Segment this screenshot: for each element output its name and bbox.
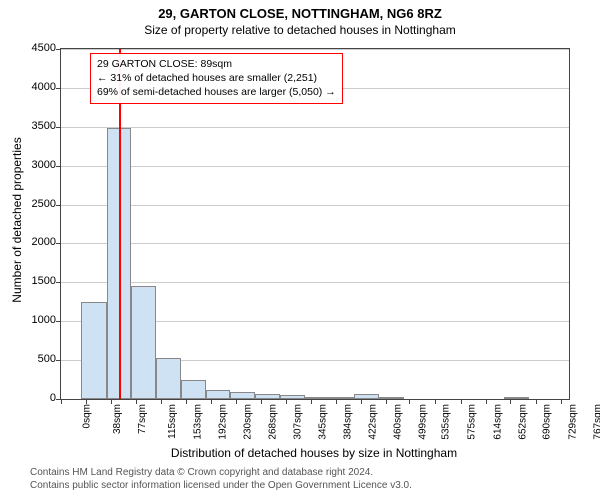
xtick-label: 614sqm: [492, 404, 503, 440]
xtick-label: 575sqm: [467, 404, 478, 440]
xtick-mark: [336, 399, 337, 404]
histogram-bar: [131, 286, 156, 399]
histogram-bar: [206, 390, 231, 399]
xtick-mark: [286, 399, 287, 404]
histogram-bar: [329, 397, 354, 399]
xtick-mark: [435, 399, 436, 404]
footer-line2: Contains public sector information licen…: [30, 479, 412, 492]
xtick-label: 729sqm: [567, 404, 578, 440]
xtick-label: 652sqm: [517, 404, 528, 440]
xtick-mark: [386, 399, 387, 404]
ytick-label: 2500: [16, 198, 56, 210]
xtick-mark: [61, 399, 62, 404]
ytick-label: 3500: [16, 120, 56, 132]
xtick-mark: [409, 399, 410, 404]
xtick-label: 767sqm: [592, 404, 600, 440]
histogram-bar: [504, 397, 529, 399]
ytick-mark: [56, 49, 61, 50]
ytick-mark: [56, 360, 61, 361]
xtick-label: 77sqm: [137, 404, 148, 434]
xtick-label: 115sqm: [167, 404, 178, 439]
xtick-label: 690sqm: [542, 404, 553, 440]
xtick-label: 0sqm: [81, 404, 92, 428]
histogram-bar: [255, 394, 280, 399]
xtick-mark: [361, 399, 362, 404]
property-info-box: 29 GARTON CLOSE: 89sqm ← 31% of detached…: [90, 53, 343, 104]
chart-container: 29, GARTON CLOSE, NOTTINGHAM, NG6 8RZ Si…: [0, 0, 600, 500]
y-axis-label: Number of detached properties: [10, 45, 24, 395]
histogram-bar: [156, 358, 181, 399]
ytick-label: 500: [16, 353, 56, 365]
attribution-footer: Contains HM Land Registry data © Crown c…: [30, 466, 412, 492]
gridline: [61, 205, 569, 206]
xtick-label: 268sqm: [267, 404, 278, 440]
footer-line1: Contains HM Land Registry data © Crown c…: [30, 466, 412, 479]
xtick-label: 384sqm: [343, 404, 354, 440]
info-line-size: 29 GARTON CLOSE: 89sqm: [97, 57, 336, 71]
xtick-mark: [311, 399, 312, 404]
title-sub: Size of property relative to detached ho…: [0, 21, 600, 37]
xtick-mark: [236, 399, 237, 404]
xtick-label: 307sqm: [293, 404, 304, 440]
histogram-bar: [181, 380, 206, 399]
title-main: 29, GARTON CLOSE, NOTTINGHAM, NG6 8RZ: [0, 0, 600, 21]
histogram-bar: [379, 397, 404, 399]
gridline: [61, 127, 569, 128]
xtick-label: 153sqm: [192, 404, 203, 440]
ytick-mark: [56, 243, 61, 244]
xtick-label: 422sqm: [367, 404, 378, 440]
xtick-mark: [536, 399, 537, 404]
xtick-label: 38sqm: [112, 404, 123, 434]
xtick-mark: [561, 399, 562, 404]
ytick-mark: [56, 282, 61, 283]
info-line-smaller: ← 31% of detached houses are smaller (2,…: [97, 71, 336, 85]
histogram-bar: [280, 395, 305, 399]
xtick-mark: [486, 399, 487, 404]
xtick-label: 535sqm: [441, 404, 452, 440]
ytick-mark: [56, 88, 61, 89]
histogram-bar: [81, 302, 107, 399]
ytick-mark: [56, 166, 61, 167]
xtick-mark: [186, 399, 187, 404]
gridline: [61, 282, 569, 283]
ytick-mark: [56, 127, 61, 128]
ytick-mark: [56, 205, 61, 206]
ytick-label: 4000: [16, 81, 56, 93]
xtick-label: 460sqm: [392, 404, 403, 440]
xtick-mark: [461, 399, 462, 404]
info-line-larger: 69% of semi-detached houses are larger (…: [97, 85, 336, 99]
gridline: [61, 49, 569, 50]
histogram-bar: [354, 394, 379, 399]
xtick-mark: [161, 399, 162, 404]
gridline: [61, 243, 569, 244]
histogram-bar: [305, 397, 330, 399]
ytick-mark: [56, 321, 61, 322]
xtick-mark: [510, 399, 511, 404]
gridline: [61, 166, 569, 167]
xtick-label: 230sqm: [242, 404, 253, 440]
histogram-bar: [230, 392, 255, 399]
xtick-label: 192sqm: [218, 404, 229, 440]
xtick-mark: [261, 399, 262, 404]
xtick-mark: [211, 399, 212, 404]
xtick-label: 499sqm: [418, 404, 429, 440]
ytick-label: 4500: [16, 42, 56, 54]
ytick-label: 2000: [16, 236, 56, 248]
ytick-label: 3000: [16, 159, 56, 171]
ytick-label: 1000: [16, 314, 56, 326]
x-axis-label: Distribution of detached houses by size …: [60, 446, 568, 460]
xtick-label: 345sqm: [317, 404, 328, 440]
ytick-label: 1500: [16, 275, 56, 287]
ytick-label: 0: [16, 392, 56, 404]
